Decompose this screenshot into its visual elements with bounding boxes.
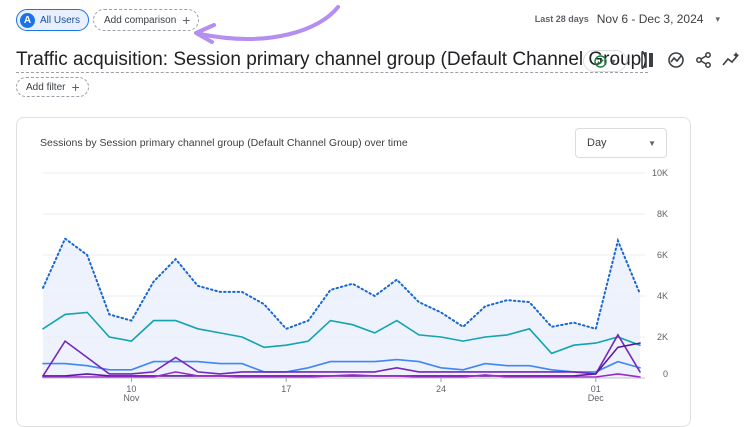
series-4-line — [42, 333, 641, 377]
x-tick-sublabel: Nov — [123, 393, 140, 403]
plus-icon: + — [71, 79, 80, 95]
share-icon[interactable] — [694, 50, 714, 70]
series-2-line — [42, 311, 641, 355]
segment-avatar: A — [20, 12, 35, 28]
trend-icon[interactable] — [721, 50, 741, 70]
segment-chip-all-users[interactable]: A All Users — [16, 9, 90, 31]
page-title[interactable]: Traffic acquisition: Session primary cha… — [16, 49, 648, 73]
x-tick-label: 10 — [126, 384, 136, 394]
granularity-value: Day — [587, 137, 607, 149]
insights-icon[interactable] — [666, 50, 686, 70]
series-6-line — [42, 371, 641, 378]
date-range-prefix: Last 28 days — [534, 14, 589, 24]
y-tick-label: 0 — [663, 369, 668, 379]
add-filter-label: Add filter — [26, 81, 66, 93]
x-tick-label: 17 — [281, 384, 291, 394]
compare-columns-icon[interactable] — [638, 50, 658, 70]
x-tick-label: 01 — [591, 384, 601, 394]
data-status-button[interactable]: ▾ — [583, 50, 627, 72]
series-3-line — [42, 358, 641, 373]
segment-label: All Users — [40, 14, 81, 26]
x-tick-label: 24 — [436, 384, 446, 394]
add-comparison-label: Add comparison — [104, 14, 177, 26]
date-range-value: Nov 6 - Dec 3, 2024 — [596, 12, 704, 26]
chevron-down-icon: ▾ — [611, 56, 616, 66]
date-range-selector[interactable]: Last 28 days Nov 6 - Dec 3, 2024 ▾ — [535, 12, 720, 26]
add-filter-button[interactable]: Add filter + — [16, 77, 89, 97]
series-1-area — [43, 238, 640, 378]
y-tick-label: 6K — [657, 250, 668, 260]
y-tick-label: 10K — [652, 168, 668, 178]
check-circle-icon — [594, 54, 608, 68]
y-tick-label: 2K — [657, 332, 668, 342]
chevron-down-icon: ▾ — [715, 13, 720, 24]
series-1-line — [42, 237, 641, 331]
chevron-down-icon: ▼ — [648, 138, 656, 148]
y-tick-label: 4K — [657, 291, 668, 301]
chart-card-title: Sessions by Session primary channel grou… — [40, 137, 408, 149]
x-tick-sublabel: Dec — [588, 393, 605, 403]
y-tick-label: 8K — [657, 209, 668, 219]
plus-icon: + — [182, 12, 191, 28]
granularity-select[interactable]: Day ▼ — [575, 128, 667, 158]
